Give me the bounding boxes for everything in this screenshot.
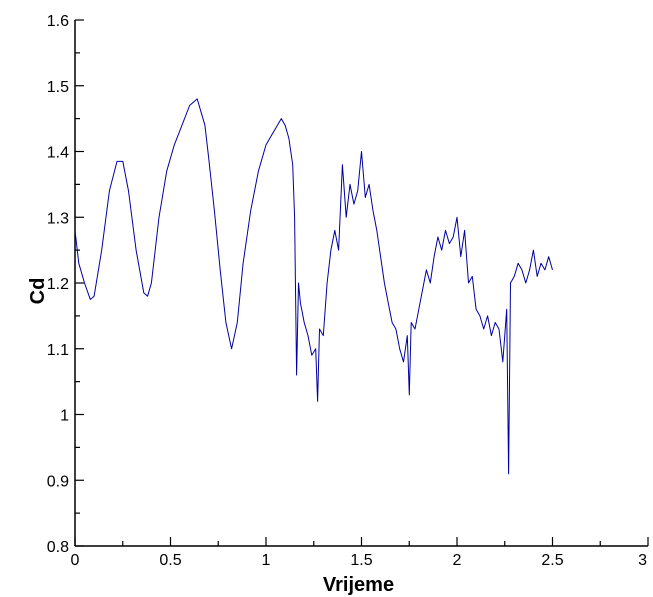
x-tick-label: 1 xyxy=(262,552,271,569)
y-tick-label: 1.6 xyxy=(47,13,69,30)
y-tick-label: 1.2 xyxy=(47,276,69,293)
x-tick-label: 0 xyxy=(71,552,80,569)
x-tick-label: 0.5 xyxy=(159,552,181,569)
y-tick-label: 1 xyxy=(60,408,69,425)
y-tick-label: 0.9 xyxy=(47,473,69,490)
x-tick-label: 3 xyxy=(638,552,647,569)
x-tick-label: 2 xyxy=(453,552,462,569)
y-tick-label: 1.3 xyxy=(47,210,69,227)
cd-series-line xyxy=(74,98,553,475)
y-tick-label: 1.5 xyxy=(47,79,69,96)
y-axis-ticks: 0.8 0.9 1 1.1 1.2 1.3 1.4 1.5 1.6 xyxy=(47,13,84,556)
y-axis-title: Cd xyxy=(27,278,49,305)
y-tick-label: 1.1 xyxy=(47,342,69,359)
x-tick-label: 2.5 xyxy=(541,552,563,569)
x-axis-title: Vrijeme xyxy=(323,574,394,596)
y-tick-label: 0.8 xyxy=(47,539,69,556)
y-tick-label: 1.4 xyxy=(47,145,69,162)
x-tick-label: 1.5 xyxy=(350,552,372,569)
x-axis-ticks: 0 0.5 1 1.5 2 2.5 3 xyxy=(71,537,649,569)
